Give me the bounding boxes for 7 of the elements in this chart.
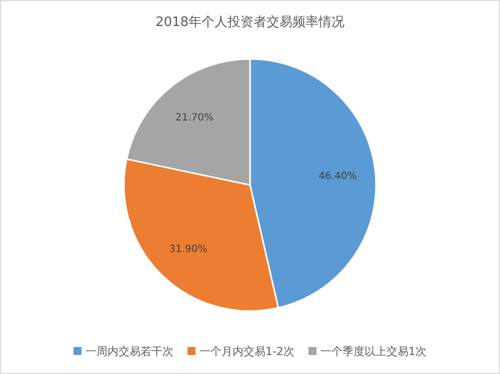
data-label: 21.70% xyxy=(175,112,214,124)
legend-label: 一个月内交易1-2次 xyxy=(200,345,294,358)
legend-label: 一周内交易若干次 xyxy=(86,345,174,358)
data-label: 46.40% xyxy=(318,171,357,182)
chart-title: 2018年个人投资者交易频率情况 xyxy=(155,14,345,30)
legend-label: 一个季度以上交易1次 xyxy=(320,345,426,358)
data-label: 31.90% xyxy=(169,244,208,255)
